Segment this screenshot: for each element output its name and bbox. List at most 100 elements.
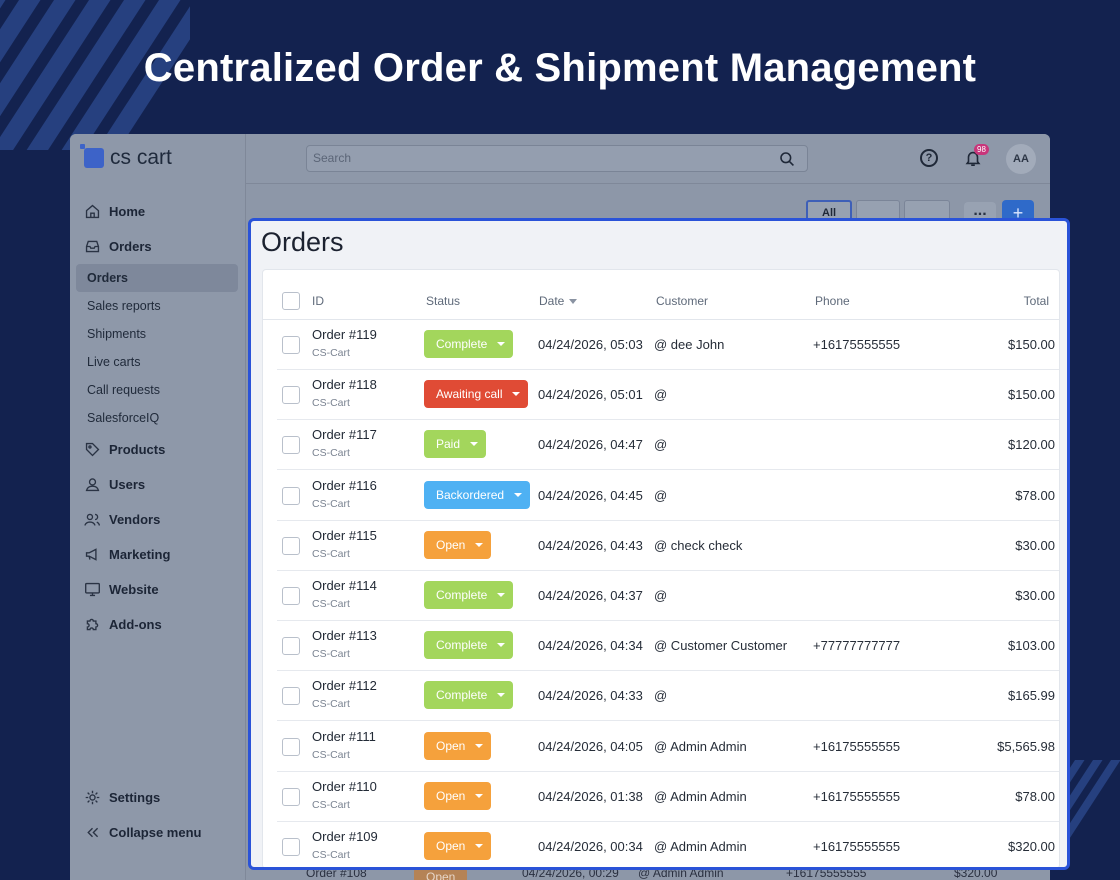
column-total[interactable]: Total [1023, 294, 1049, 308]
status-dropdown[interactable]: Open [424, 781, 492, 810]
row-checkbox[interactable] [282, 687, 300, 706]
order-customer[interactable]: @ Admin Admin [654, 839, 747, 854]
row-checkbox[interactable] [282, 336, 300, 354]
table-row[interactable]: Order #118 CS-Cart Awaiting call 04/24/2026… [277, 370, 1059, 421]
status-dropdown[interactable]: Open [424, 731, 492, 760]
table-row[interactable]: Order #113 CS-Cart Complete 04/24/2026, 04:… [277, 621, 1059, 672]
row-checkbox[interactable] [282, 787, 300, 806]
column-phone[interactable]: Phone [815, 294, 850, 308]
order-id-link[interactable]: Order #113 [312, 628, 377, 644]
sidebar-item-home[interactable]: Home [76, 194, 238, 229]
status-dropdown[interactable]: Open [424, 832, 492, 860]
sidebar-item-website[interactable]: Website [76, 572, 238, 607]
order-id-link[interactable]: Order #114 [312, 578, 377, 593]
order-total: $150.00 [1008, 387, 1055, 403]
order-store: CS-Cart [312, 698, 350, 711]
table-row[interactable]: Order #109 CS-Cart Open 04/24/2026, 00:34 @ … [277, 822, 1059, 867]
status-dropdown[interactable]: Complete [424, 330, 514, 358]
sidebar-subitem-salesforceiq[interactable]: SalesforceIQ [87, 411, 160, 425]
sidebar-subitem-sales-reports[interactable]: Sales reports [87, 299, 161, 313]
order-id-link[interactable]: Order #117 [312, 427, 377, 443]
column-id[interactable]: ID [312, 294, 324, 308]
column-customer[interactable]: Customer [656, 294, 709, 308]
column-date[interactable]: Date [539, 294, 578, 308]
sidebar-item-label: Vendors [109, 512, 161, 527]
row-checkbox[interactable] [282, 386, 300, 405]
order-customer[interactable]: @ [654, 437, 668, 453]
order-customer[interactable]: @ check check [654, 537, 743, 553]
topbar: Search ? 98 AA [246, 134, 1050, 184]
order-customer[interactable]: @ [654, 588, 668, 603]
avatar[interactable]: AA [1006, 144, 1036, 174]
sidebar: cs cart Home Orders Orders Sales reports… [70, 134, 246, 880]
order-store: CS-Cart [312, 547, 350, 560]
sidebar-item-vendors[interactable]: Vendors [76, 502, 238, 537]
status-dropdown[interactable]: Complete [424, 581, 514, 609]
column-status[interactable]: Status [426, 294, 461, 308]
sidebar-item-addons[interactable]: Add-ons [76, 607, 238, 642]
notifications-button[interactable]: 98 [964, 144, 989, 172]
order-phone: +16175555555 [813, 337, 901, 352]
order-customer[interactable]: @ [654, 688, 668, 704]
sidebar-item-products[interactable]: Products [76, 432, 238, 467]
order-date: 04/24/2026, 04:43 [538, 537, 643, 553]
order-id-link[interactable]: Order #115 [312, 527, 377, 543]
table-row[interactable]: Order #114 CS-Cart Complete 04/24/2026, 04:… [277, 571, 1059, 621]
puzzle-icon [86, 618, 99, 631]
table-row[interactable]: Order #116 CS-Cart Backordered 04/24/2026, … [277, 471, 1059, 521]
order-customer[interactable]: @ Customer Customer [654, 638, 788, 654]
order-store: CS-Cart [312, 397, 350, 410]
order-date: 04/24/2026, 05:01 [538, 387, 643, 403]
order-id-link[interactable]: Order #116 [312, 477, 377, 493]
order-id-link[interactable]: Order #119 [312, 327, 377, 342]
chevron-down-icon [475, 793, 484, 798]
table-row[interactable]: Order #117 CS-Cart Paid 04/24/2026, 04:47 @ $… [277, 420, 1059, 471]
select-all-checkbox[interactable] [282, 292, 300, 310]
help-icon[interactable]: ? [920, 149, 938, 167]
row-checkbox[interactable] [282, 536, 300, 555]
sidebar-item-orders[interactable]: Orders [76, 229, 238, 264]
table-row[interactable]: Order #112 CS-Cart Complete 04/24/2026, 04:… [277, 671, 1059, 722]
order-id-link[interactable]: Order #118 [312, 377, 377, 393]
background-row-status: Open [414, 868, 468, 880]
table-row[interactable]: Order #111 CS-Cart Open 04/24/2026, 04:05 @ … [277, 722, 1059, 772]
order-id-link[interactable]: Order #110 [312, 778, 377, 794]
status-dropdown[interactable]: Backordered [424, 480, 531, 509]
search-icon[interactable] [779, 151, 795, 167]
sidebar-subitem-live-carts[interactable]: Live carts [87, 355, 141, 369]
status-dropdown[interactable]: Complete [424, 631, 514, 660]
table-row[interactable]: Order #110 CS-Cart Open 04/24/2026, 01:38 @ … [277, 772, 1059, 822]
status-dropdown[interactable]: Complete [424, 681, 514, 710]
sidebar-item-label: Add-ons [109, 617, 162, 632]
row-checkbox[interactable] [282, 587, 300, 605]
sidebar-subitem-orders[interactable]: Orders [76, 264, 238, 292]
sidebar-item-users[interactable]: Users [76, 467, 238, 502]
order-customer[interactable]: @ Admin Admin [654, 788, 747, 804]
collapse-menu-button[interactable]: Collapse menu [76, 815, 238, 850]
sidebar-subitem-call-requests[interactable]: Call requests [87, 383, 160, 397]
users-icon [84, 513, 100, 526]
search-input[interactable]: Search [306, 145, 808, 172]
sidebar-item-marketing[interactable]: Marketing [76, 537, 238, 572]
table-row[interactable]: Order #119 CS-Cart Complete 04/24/2026, 05:… [277, 320, 1059, 370]
order-customer[interactable]: @ Admin Admin [654, 738, 747, 754]
row-checkbox[interactable] [282, 838, 300, 856]
row-checkbox[interactable] [282, 637, 300, 656]
order-id-link[interactable]: Order #109 [312, 829, 378, 844]
sidebar-subitem-shipments[interactable]: Shipments [87, 327, 147, 341]
table-row[interactable]: Order #115 CS-Cart Open 04/24/2026, 04:43 @ … [277, 521, 1059, 571]
sidebar-item-settings[interactable]: Settings [76, 780, 238, 815]
order-customer[interactable]: @ [654, 487, 668, 503]
order-customer[interactable]: @ dee John [654, 337, 725, 352]
status-dropdown[interactable]: Open [424, 530, 492, 559]
order-id-link[interactable]: Order #111 [312, 728, 376, 744]
order-id-link[interactable]: Order #112 [312, 678, 377, 694]
hero-title: Centralized Order & Shipment Management [143, 46, 977, 90]
row-checkbox[interactable] [282, 486, 300, 505]
row-checkbox[interactable] [282, 737, 300, 756]
order-customer[interactable]: @ [654, 387, 668, 403]
status-dropdown[interactable]: Paid [424, 430, 487, 459]
row-checkbox[interactable] [282, 436, 300, 455]
logo[interactable]: cs cart [80, 144, 172, 170]
status-dropdown[interactable]: Awaiting call [424, 380, 529, 409]
